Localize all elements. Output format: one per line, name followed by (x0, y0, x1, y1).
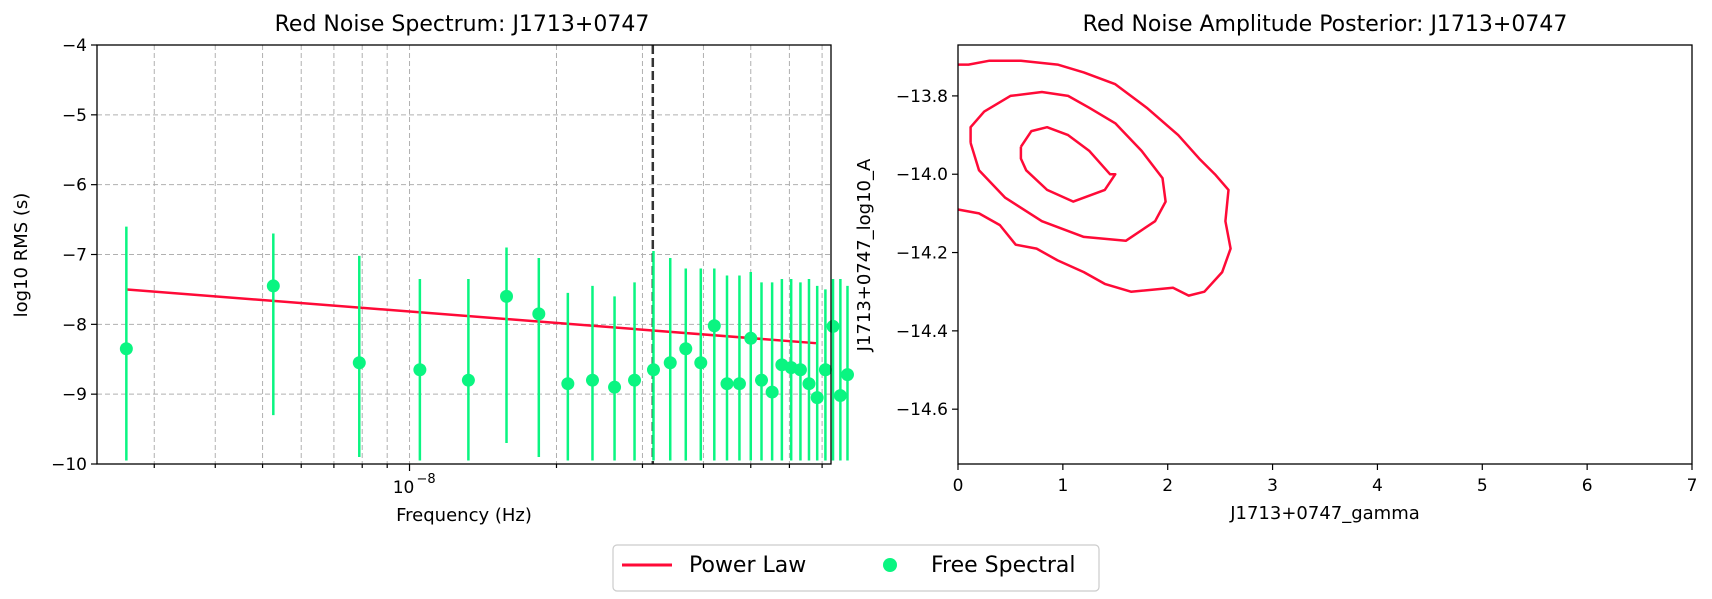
contour-inner (1019, 125, 1117, 203)
legend-free-spectral-label: Free Spectral (931, 553, 1076, 578)
free-spectral-point (585, 373, 599, 387)
y-tick-label: −6 (62, 176, 87, 196)
y-tick-label: −5 (62, 106, 87, 126)
y-tick-label: −14.6 (896, 400, 948, 420)
free-spectral-point (646, 363, 660, 377)
free-spectral-point (720, 377, 734, 391)
y-tick-label: −14.0 (896, 165, 948, 185)
spectrum-panel: Red Noise Spectrum: J1713+0747 −10 −9 −8 −7… (11, 12, 854, 526)
legend-box (612, 544, 1100, 592)
posterior-contours (957, 59, 1232, 297)
posterior-y-ticks: −14.6 −14.4 −14.2 −14.0 −13.8 (896, 87, 958, 420)
spectrum-x-ticks: 10 −8 (153, 464, 823, 498)
spectrum-xlabel: Frequency (Hz) (396, 505, 532, 526)
free-spectral-point (707, 319, 721, 333)
x-tick-label: 5 (1477, 476, 1488, 496)
legend-power-law-label: Power Law (689, 553, 806, 578)
y-tick-label: −14.2 (896, 244, 948, 264)
free-spectral-point (765, 385, 779, 399)
posterior-xlabel: J1713+0747_gamma (1229, 503, 1420, 524)
x-tick-label: 0 (953, 476, 964, 496)
y-tick-label: −9 (62, 385, 87, 405)
y-tick-label: −7 (62, 246, 87, 266)
free-spectral-point (500, 289, 514, 303)
x-tick-label: 3 (1267, 476, 1278, 496)
x-tick-label: 6 (1582, 476, 1593, 496)
free-spectral-point (793, 363, 807, 377)
free-spectral-point (628, 373, 642, 387)
y-tick-label: −13.8 (896, 87, 948, 107)
x-tick-label: 7 (1687, 476, 1698, 496)
posterior-ylabel: J1713+0747_log10_A (854, 158, 875, 352)
free-spectral-point (679, 342, 693, 356)
legend: Power Law Free Spectral (612, 544, 1100, 592)
free-spectral-points (119, 279, 854, 405)
spectrum-axes-frame (96, 44, 832, 465)
free-spectral-point (755, 373, 769, 387)
posterior-panel: Red Noise Amplitude Posterior: J1713+074… (854, 12, 1697, 524)
free-spectral-point (694, 356, 708, 370)
spectrum-ylabel: log10 RMS (s) (11, 193, 32, 318)
y-tick-label: −4 (62, 36, 87, 56)
x-tick-label: 10 (393, 478, 415, 498)
power-law-series (126, 288, 817, 345)
y-tick-label: −10 (51, 455, 87, 475)
y-tick-label: −14.4 (896, 322, 948, 342)
free-spectral-point (802, 377, 816, 391)
free-spectral-point (732, 377, 746, 391)
free-spectral-point (608, 380, 622, 394)
free-spectral-point (561, 377, 575, 391)
free-spectral-point (826, 319, 840, 333)
free-spectral-point (818, 363, 832, 377)
free-spectral-point (663, 356, 677, 370)
free-spectral-point (119, 342, 133, 356)
posterior-title: Red Noise Amplitude Posterior: J1713+074… (1083, 12, 1568, 37)
x-tick-label-exponent: −8 (417, 472, 436, 487)
x-tick-label: 2 (1162, 476, 1173, 496)
free-spectral-point (461, 373, 475, 387)
spectrum-y-ticks: −10 −9 −8 −7 −6 −5 −4 (51, 36, 97, 475)
free-spectral-point (352, 356, 366, 370)
power-law-line (126, 288, 817, 345)
free-spectral-errorbars (125, 226, 849, 461)
free-spectral-point (532, 307, 546, 321)
posterior-axes-frame (957, 44, 1693, 465)
legend-free-spectral-marker (883, 558, 897, 572)
free-spectral-point (810, 391, 824, 405)
x-tick-label: 1 (1057, 476, 1068, 496)
free-spectral-point (833, 389, 847, 403)
contour-outer (957, 59, 1232, 297)
free-spectral-point (266, 279, 280, 293)
y-tick-label: −8 (62, 315, 87, 335)
posterior-x-ticks: 0 1 2 3 4 5 6 7 (953, 464, 1698, 496)
spectrum-grid (97, 44, 831, 465)
free-spectral-point (744, 331, 758, 345)
free-spectral-point (413, 363, 427, 377)
x-tick-label: 4 (1372, 476, 1383, 496)
free-spectral-point (840, 368, 854, 382)
contour-middle (969, 90, 1167, 243)
spectrum-title: Red Noise Spectrum: J1713+0747 (275, 12, 650, 37)
